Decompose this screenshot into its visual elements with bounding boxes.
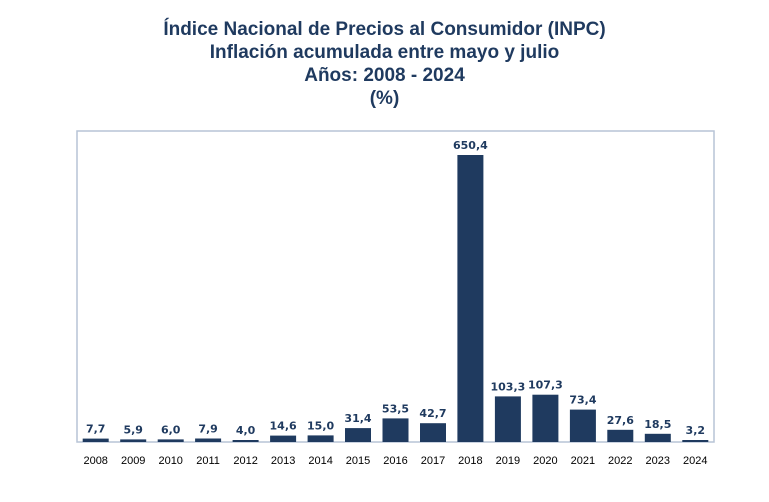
bars-group [82,155,709,442]
bar-2010 [157,439,184,442]
data-label-2011: 7,9 [198,423,218,436]
bar-2016 [382,418,409,442]
bar-2011 [195,438,222,442]
x-tick-label-2010: 2010 [158,455,182,467]
title-line-1: Índice Nacional de Precios al Consumidor… [163,19,606,40]
data-label-2009: 5,9 [123,423,143,436]
data-labels-group: 7,7 5,9 6,0 7,9 4,0 14,6 15,0 31,4 53,5 42,7 650,4… [86,139,705,437]
x-tick-label-2017: 2017 [421,455,445,467]
data-label-2020: 107,3 [528,379,563,392]
data-label-2008: 7,7 [86,423,106,436]
data-label-2015: 31,4 [344,412,371,425]
bar-2014 [307,435,334,442]
x-tick-label-2024: 2024 [683,455,707,467]
data-label-2010: 6,0 [161,423,181,436]
plot-frame [76,130,715,443]
x-tick-label-2013: 2013 [271,455,295,467]
data-label-2016: 53,5 [382,402,409,415]
data-label-2017: 42,7 [419,407,446,420]
x-tick-label-2009: 2009 [121,455,145,467]
title-line-2: Inflación acumulada entre mayo y julio [209,42,560,63]
x-tick-label-2016: 2016 [383,455,407,467]
data-label-2012: 4,0 [236,424,256,437]
bar-2009 [120,439,147,442]
bar-2013 [270,435,297,442]
data-label-2019: 103,3 [491,380,526,393]
bar-2008 [82,438,109,442]
bar-2021 [569,409,596,442]
x-tick-label-2022: 2022 [608,455,632,467]
data-label-2021: 73,4 [569,394,596,407]
data-label-2014: 15,0 [307,419,334,432]
chart-title: Índice Nacional de Precios al Consumidor… [0,18,769,110]
bar-2012 [232,440,259,442]
x-tick-label-2008: 2008 [83,455,107,467]
title-line-3: Años: 2008 - 2024 [304,65,465,86]
x-tick-label-2021: 2021 [571,455,595,467]
bar-2023 [644,433,671,442]
x-tick-label-2014: 2014 [308,455,332,467]
x-tick-label-2012: 2012 [233,455,257,467]
data-label-2018: 650,4 [453,139,488,152]
bar-2022 [607,429,634,442]
bar-2015 [345,428,371,442]
title-line-4: (%) [369,88,400,109]
x-tick-label-2019: 2019 [496,455,520,467]
bar-2020 [532,394,559,442]
data-label-2013: 14,6 [270,420,297,433]
bar-2024 [682,440,709,442]
bar-2017 [420,423,446,442]
data-label-2024: 3,2 [686,424,706,437]
x-tick-label-2015: 2015 [346,455,370,467]
data-label-2022: 27,6 [607,414,634,427]
data-label-2023: 18,5 [644,418,671,431]
x-axis-tick-labels: 2008 2009 2010 2011 2012 2013 2014 2015 2016 2017… [83,455,707,467]
x-tick-label-2011: 2011 [196,455,220,467]
bar-2019 [494,396,521,442]
x-tick-label-2018: 2018 [458,455,482,467]
bar-2018 [457,155,484,442]
x-tick-label-2020: 2020 [533,455,557,467]
x-tick-label-2023: 2023 [646,455,670,467]
